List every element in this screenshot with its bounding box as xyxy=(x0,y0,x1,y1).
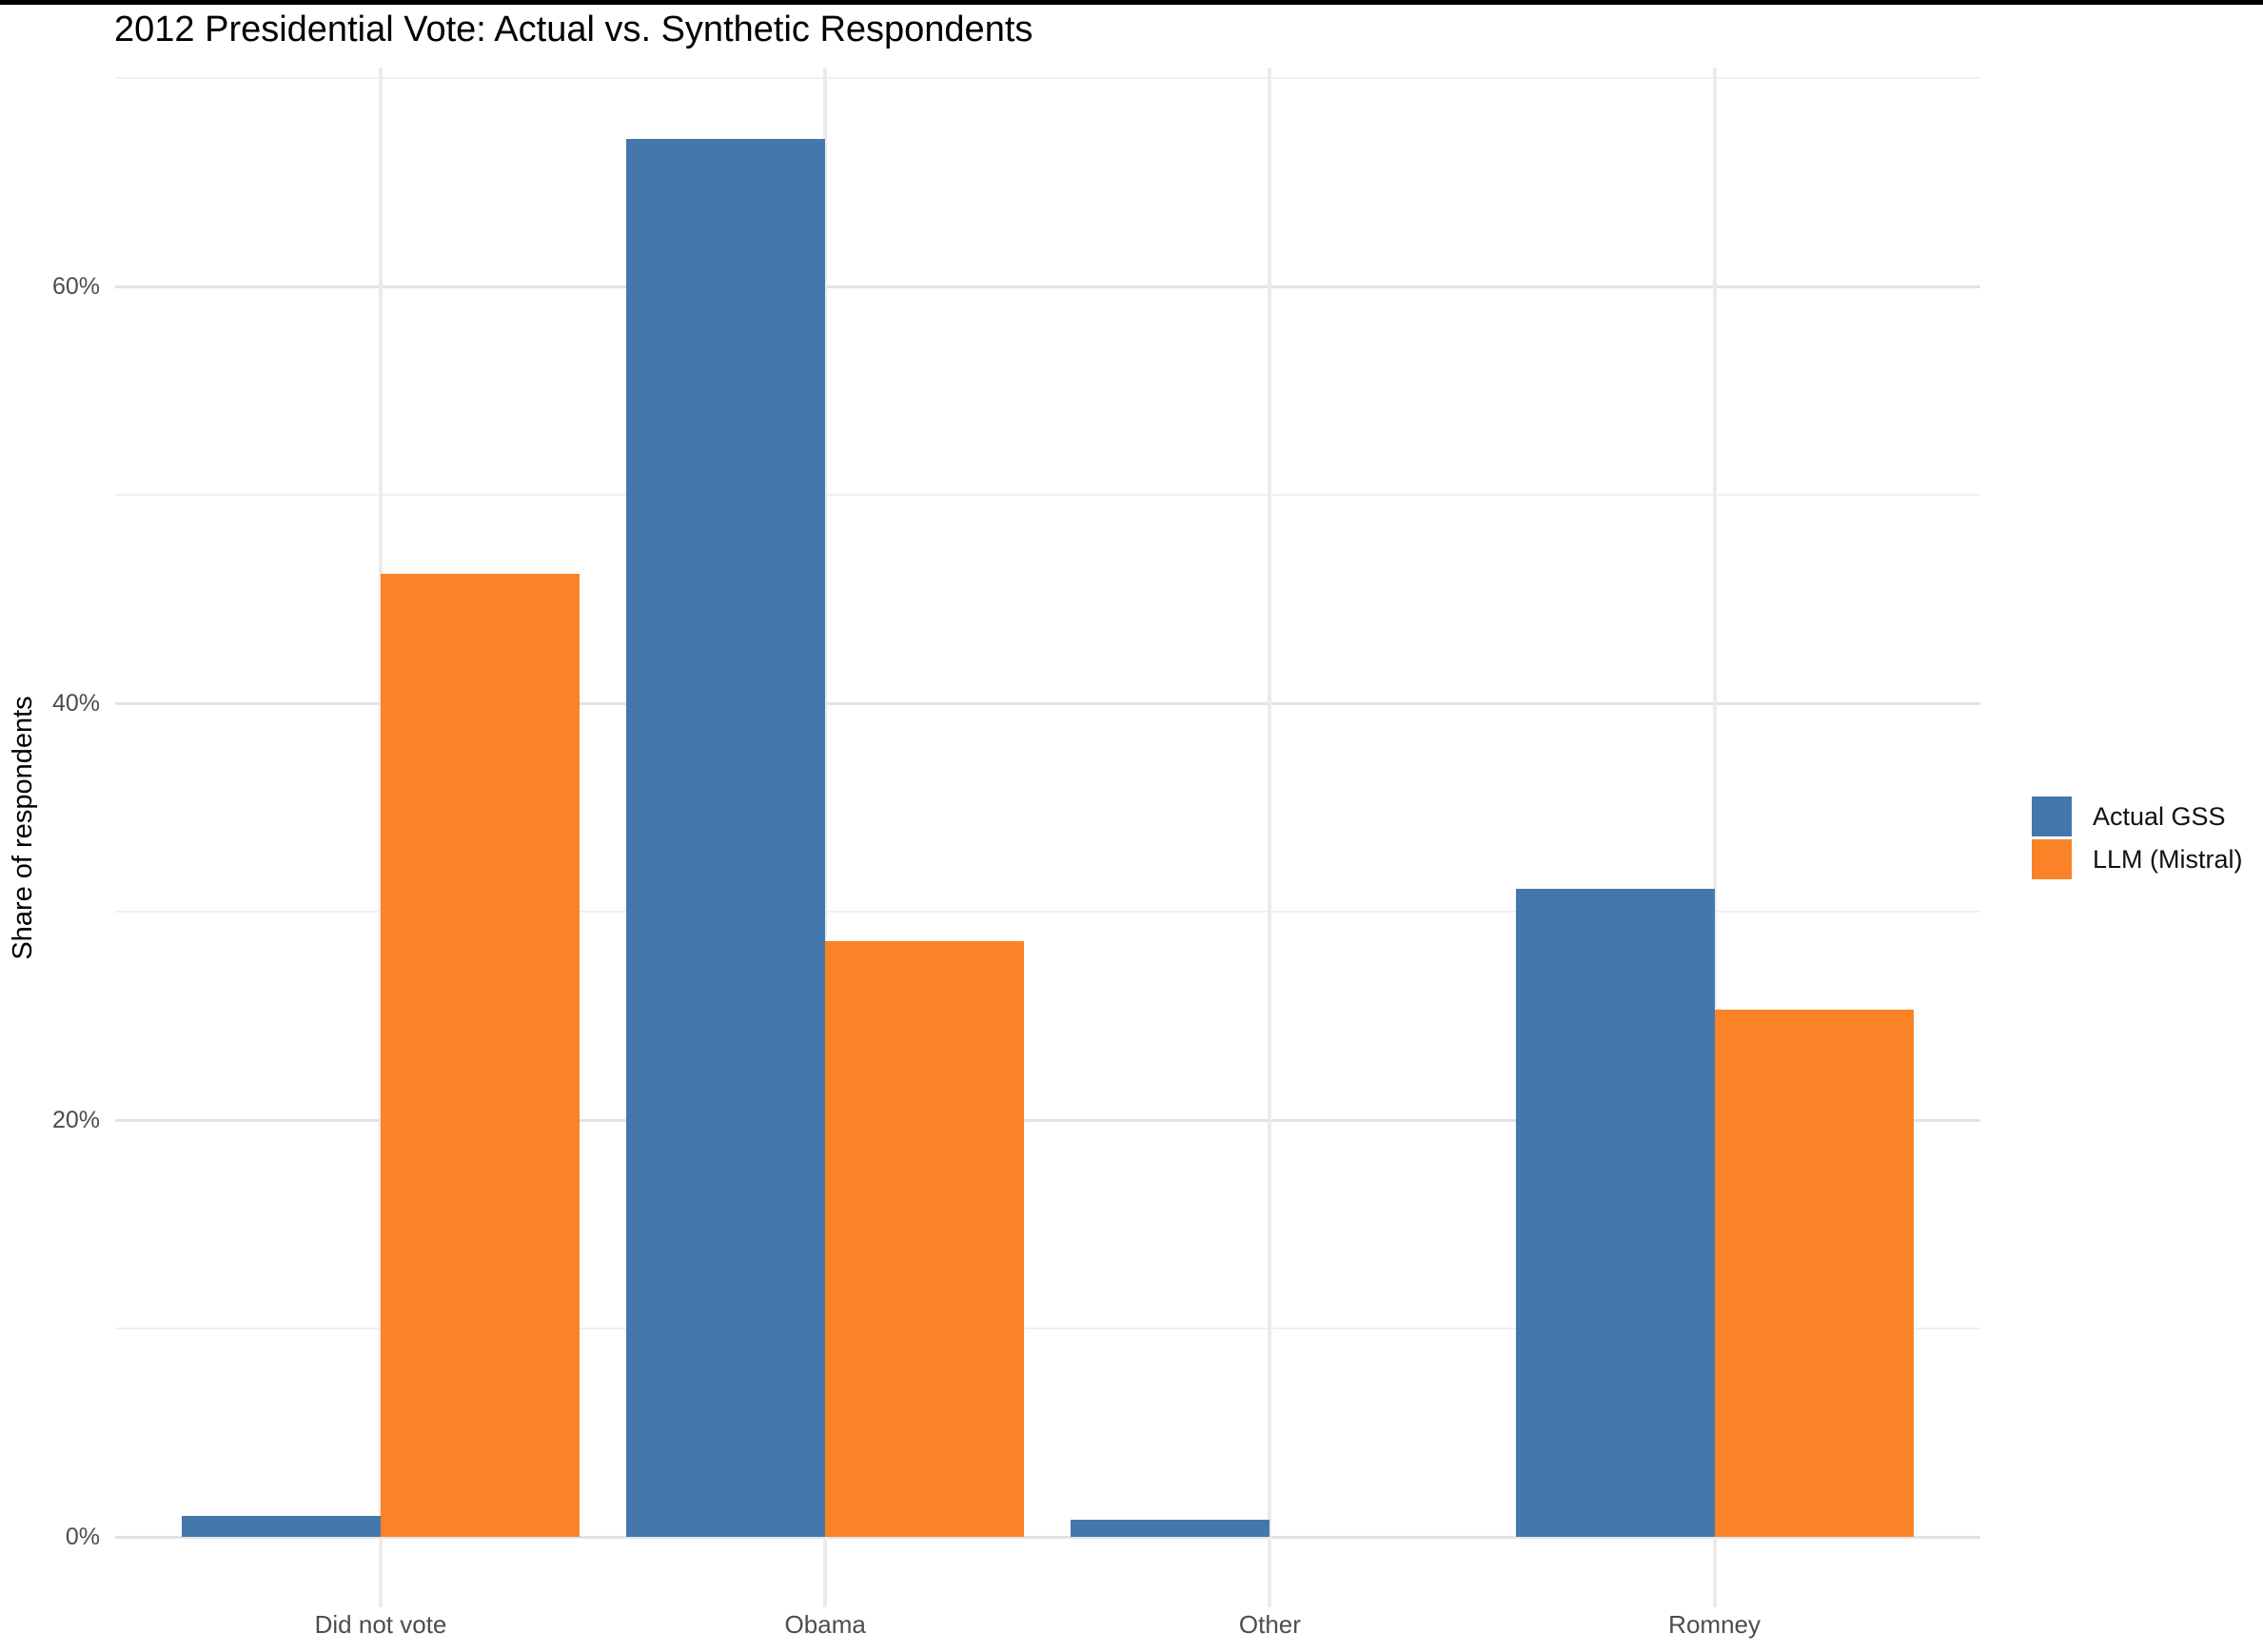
chart-title: 2012 Presidential Vote: Actual vs. Synth… xyxy=(114,10,1033,49)
y-tick-label-40: 40% xyxy=(51,690,100,717)
bar-actual-gss-romney xyxy=(1515,889,1715,1537)
gridline-y-minor-70 xyxy=(115,77,1980,79)
gridline-x-other xyxy=(1268,68,1272,1607)
gridline-y-minor-50 xyxy=(115,494,1980,496)
gridline-x-romney xyxy=(1712,68,1717,1607)
gridline-y-major-20 xyxy=(115,1119,1980,1122)
legend-item-llm-mistral: LLM (Mistral) xyxy=(2032,839,2243,879)
x-category-label-other: Other xyxy=(1238,1610,1301,1639)
legend-swatch-llm-mistral xyxy=(2032,839,2072,879)
legend-label-actual-gss: Actual GSS xyxy=(2093,801,2226,831)
bar-llm-mistral-obama xyxy=(825,941,1025,1537)
y-axis-title: Share of respondents xyxy=(8,696,38,960)
x-category-label-obama: Obama xyxy=(784,1610,866,1639)
plot-panel xyxy=(115,68,1980,1607)
y-tick-label-20: 20% xyxy=(51,1107,100,1133)
bar-llm-mistral-romney xyxy=(1714,1010,1914,1537)
legend-swatch-actual-gss xyxy=(2032,796,2072,836)
legend-item-actual-gss: Actual GSS xyxy=(2032,796,2243,836)
gridline-y-minor-10 xyxy=(115,1328,1980,1329)
legend-label-llm-mistral: LLM (Mistral) xyxy=(2093,844,2243,874)
gridline-x-obama xyxy=(823,68,828,1607)
gridline-y-minor-30 xyxy=(115,911,1980,913)
bar-actual-gss-obama xyxy=(626,139,826,1537)
gridline-y-major-0 xyxy=(115,1536,1980,1539)
y-tick-label-0: 0% xyxy=(65,1524,100,1550)
legend: Actual GSS LLM (Mistral) xyxy=(2032,796,2243,882)
bar-actual-gss-did-not-vote xyxy=(182,1516,381,1537)
window-top-edge xyxy=(0,0,2263,5)
x-category-label-did-not-vote: Did not vote xyxy=(314,1610,447,1639)
gridline-y-major-40 xyxy=(115,702,1980,705)
bar-llm-mistral-did-not-vote xyxy=(381,574,580,1537)
y-tick-label-60: 60% xyxy=(51,273,100,300)
bar-actual-gss-other xyxy=(1071,1520,1270,1537)
gridline-y-major-60 xyxy=(115,285,1980,288)
x-category-label-romney: Romney xyxy=(1668,1610,1761,1639)
